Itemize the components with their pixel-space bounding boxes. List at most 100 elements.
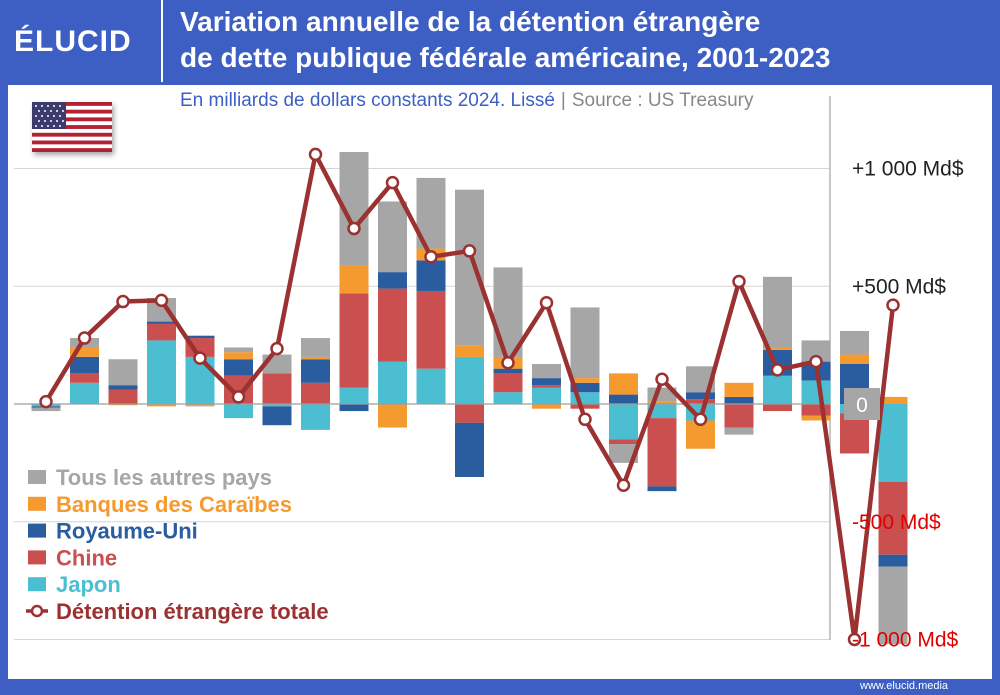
bar-segment-royaume_uni [686, 392, 715, 400]
bar-segment-autres [840, 330, 869, 355]
bar-segment-autres [609, 444, 638, 463]
x-tick-label: 2005 [173, 654, 226, 681]
y-tick-label: -500 Md$ [852, 511, 941, 534]
bar-segment-caraibes [724, 382, 754, 397]
total-point [424, 250, 438, 264]
bar-segment-caraibes [301, 356, 330, 360]
bar-segment-royaume_uni [647, 486, 677, 492]
bar-segment-caraibes [801, 415, 831, 421]
bar-segment-chine [147, 323, 176, 341]
bar-segment-japon [224, 404, 253, 419]
bar-segment-chine [301, 382, 330, 404]
bar-segment-royaume_uni [262, 406, 292, 426]
bar-segment-chine [570, 404, 600, 409]
bar-segment-caraibes [647, 401, 677, 404]
subtitle-units: En milliards de dollars constants 2024. … [180, 90, 555, 111]
bar-segment-japon [647, 404, 677, 419]
bar-segment-japon [455, 356, 484, 404]
bar-segment-royaume_uni [147, 321, 176, 324]
x-tick-label: 2001 [19, 654, 72, 681]
bar-segment-chine [840, 413, 869, 454]
bar-segment-autres [801, 340, 831, 362]
bar-segment-chine [108, 389, 138, 404]
credit-link[interactable]: www.elucid.media [860, 680, 949, 692]
chart-subtitle: En milliards de dollars constants 2024. … [180, 90, 753, 112]
bar-segment-chine [493, 373, 523, 393]
bar-segment-caraibes [570, 378, 600, 383]
bar-segment-royaume_uni [301, 359, 330, 383]
bar-segment-caraibes [609, 373, 638, 395]
bar-segment-japon [147, 340, 176, 404]
chart-title: Variation annuelle de la détention étran… [180, 4, 990, 76]
total-point [616, 478, 631, 492]
y-tick-label: +1 000 Md$ [852, 158, 964, 181]
total-point [770, 363, 785, 377]
legend-label-total: Détention étrangère totale [56, 599, 329, 624]
legend-label-japon: Japon [56, 572, 121, 597]
legend-label-chine: Chine [56, 545, 117, 570]
bar-segment-autres [378, 201, 407, 273]
bar-segment-japon [609, 404, 638, 440]
total-point [501, 356, 515, 370]
y-tick-label: 0 [856, 394, 868, 417]
bar-segment-japon [801, 380, 831, 404]
bar-segment-caraibes [455, 345, 484, 357]
bar-segment-autres [108, 359, 138, 386]
bar-segment-royaume_uni [878, 554, 908, 567]
total-point [886, 298, 900, 312]
total-point [385, 175, 400, 190]
bar-segment-japon [878, 404, 908, 482]
bar-segment-chine [339, 293, 369, 388]
subtitle-separator: | [560, 90, 566, 111]
bar-segment-autres [31, 407, 61, 412]
bar-segment-autres [570, 307, 600, 379]
bar-segment-royaume_uni [493, 368, 523, 374]
bar-segment-autres [147, 298, 176, 322]
total-point [539, 295, 554, 310]
bar-segment-autres [878, 566, 908, 645]
legend-label-caraibes: Banques des Caraïbes [56, 492, 292, 517]
header-divider [161, 0, 163, 82]
bar-segment-royaume_uni [724, 396, 754, 404]
total-point [347, 221, 361, 236]
bar-segment-japon [378, 361, 407, 404]
bar-segment-chine [185, 338, 215, 357]
total-point [116, 294, 130, 309]
legend-swatch-autres [28, 470, 46, 484]
chart-title-line-1: Variation annuelle de la détention étran… [180, 6, 761, 37]
total-point [154, 293, 169, 308]
bar-segment-royaume_uni [108, 385, 138, 390]
bar-segment-chine [686, 399, 715, 404]
bar-segment-caraibes [878, 396, 908, 404]
bar-segment-caraibes [532, 404, 561, 409]
total-point [693, 412, 708, 427]
total-point [578, 412, 592, 427]
bar-segment-chine [801, 404, 831, 416]
brand-logo[interactable]: ÉLUCID [14, 25, 132, 58]
bar-segment-chine [378, 288, 407, 362]
legend-label-royaume_uni: Royaume-Uni [56, 519, 198, 544]
total-point [847, 632, 862, 647]
y-tick-label: -1 000 Md$ [852, 629, 959, 652]
total-point [231, 390, 246, 404]
bar-segment-royaume_uni [532, 378, 561, 386]
bar-segment-chine [532, 385, 561, 388]
chart-title-line-2: de dette publique fédérale américaine, 2… [180, 42, 831, 73]
zero-label-box [844, 388, 880, 420]
bar-segment-chine [647, 418, 677, 487]
total-point [308, 147, 323, 162]
bar-segment-royaume_uni [455, 422, 484, 478]
total-point [462, 244, 477, 258]
y-tick-label: +500 Md$ [852, 275, 946, 298]
bar-segment-autres [224, 347, 253, 353]
bar-segment-autres [532, 363, 561, 379]
bar-segment-royaume_uni [185, 335, 215, 339]
legend-swatch-chine [28, 550, 46, 565]
legend-label-autres: Tous les autres pays [56, 465, 272, 490]
total-point [193, 351, 207, 365]
bar-segment-caraibes [339, 265, 369, 294]
legend-marker-total [30, 604, 44, 618]
legend-swatch-japon [28, 577, 46, 592]
